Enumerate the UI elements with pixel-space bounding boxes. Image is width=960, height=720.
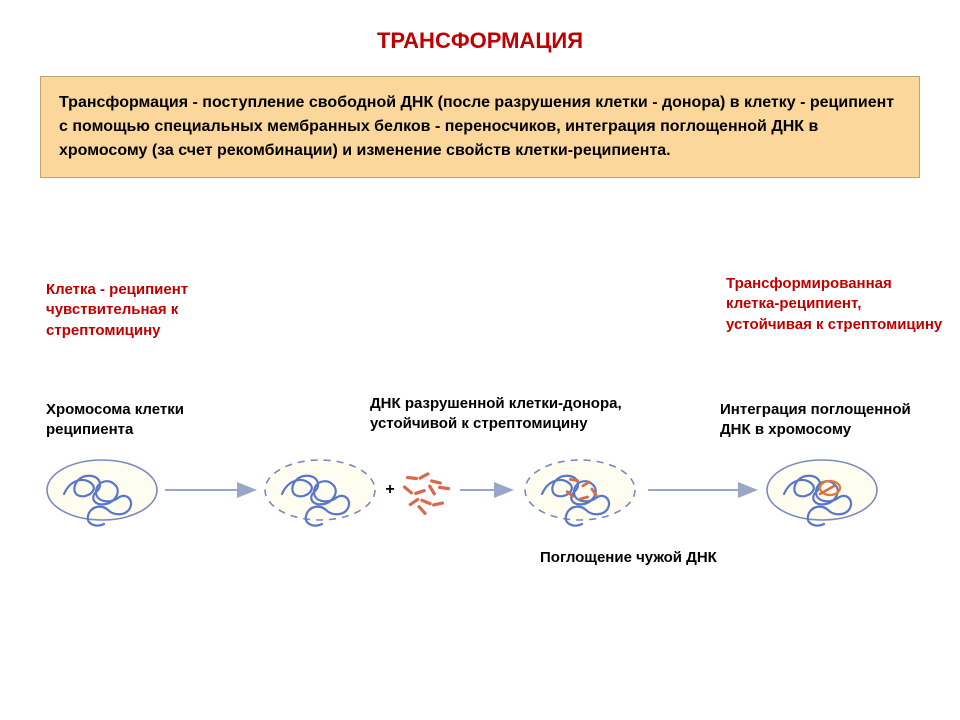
label-integration: Интеграция поглощенной ДНК в хромосому	[720, 400, 920, 441]
label-recipient-sensitive: Клетка - реципиент чувствительная к стре…	[46, 280, 256, 341]
label-recipient-transformed: Трансформированная клетка-реципиент, уст…	[726, 274, 946, 335]
definition-box: Трансформация - поступление свободной ДН…	[40, 76, 920, 178]
label-chromosome: Хромосома клетки реципиента	[46, 400, 226, 441]
svg-text:+: +	[385, 481, 394, 498]
label-donor-dna: ДНК разрушенной клетки-донора, устойчиво…	[370, 394, 630, 435]
page-title: ТРАНСФОРМАЦИЯ	[0, 0, 960, 54]
label-uptake: Поглощение чужой ДНК	[540, 548, 740, 568]
